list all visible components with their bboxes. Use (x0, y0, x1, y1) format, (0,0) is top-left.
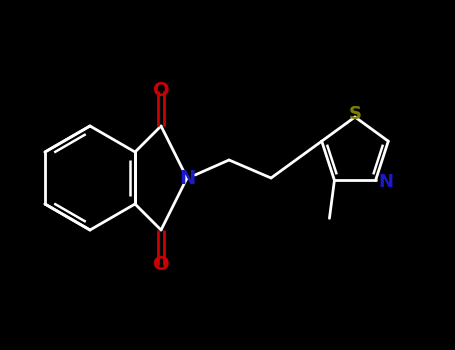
Text: O: O (153, 82, 169, 100)
Text: N: N (179, 168, 195, 188)
Text: N: N (378, 173, 393, 191)
Text: S: S (349, 105, 362, 123)
Text: O: O (153, 256, 169, 274)
